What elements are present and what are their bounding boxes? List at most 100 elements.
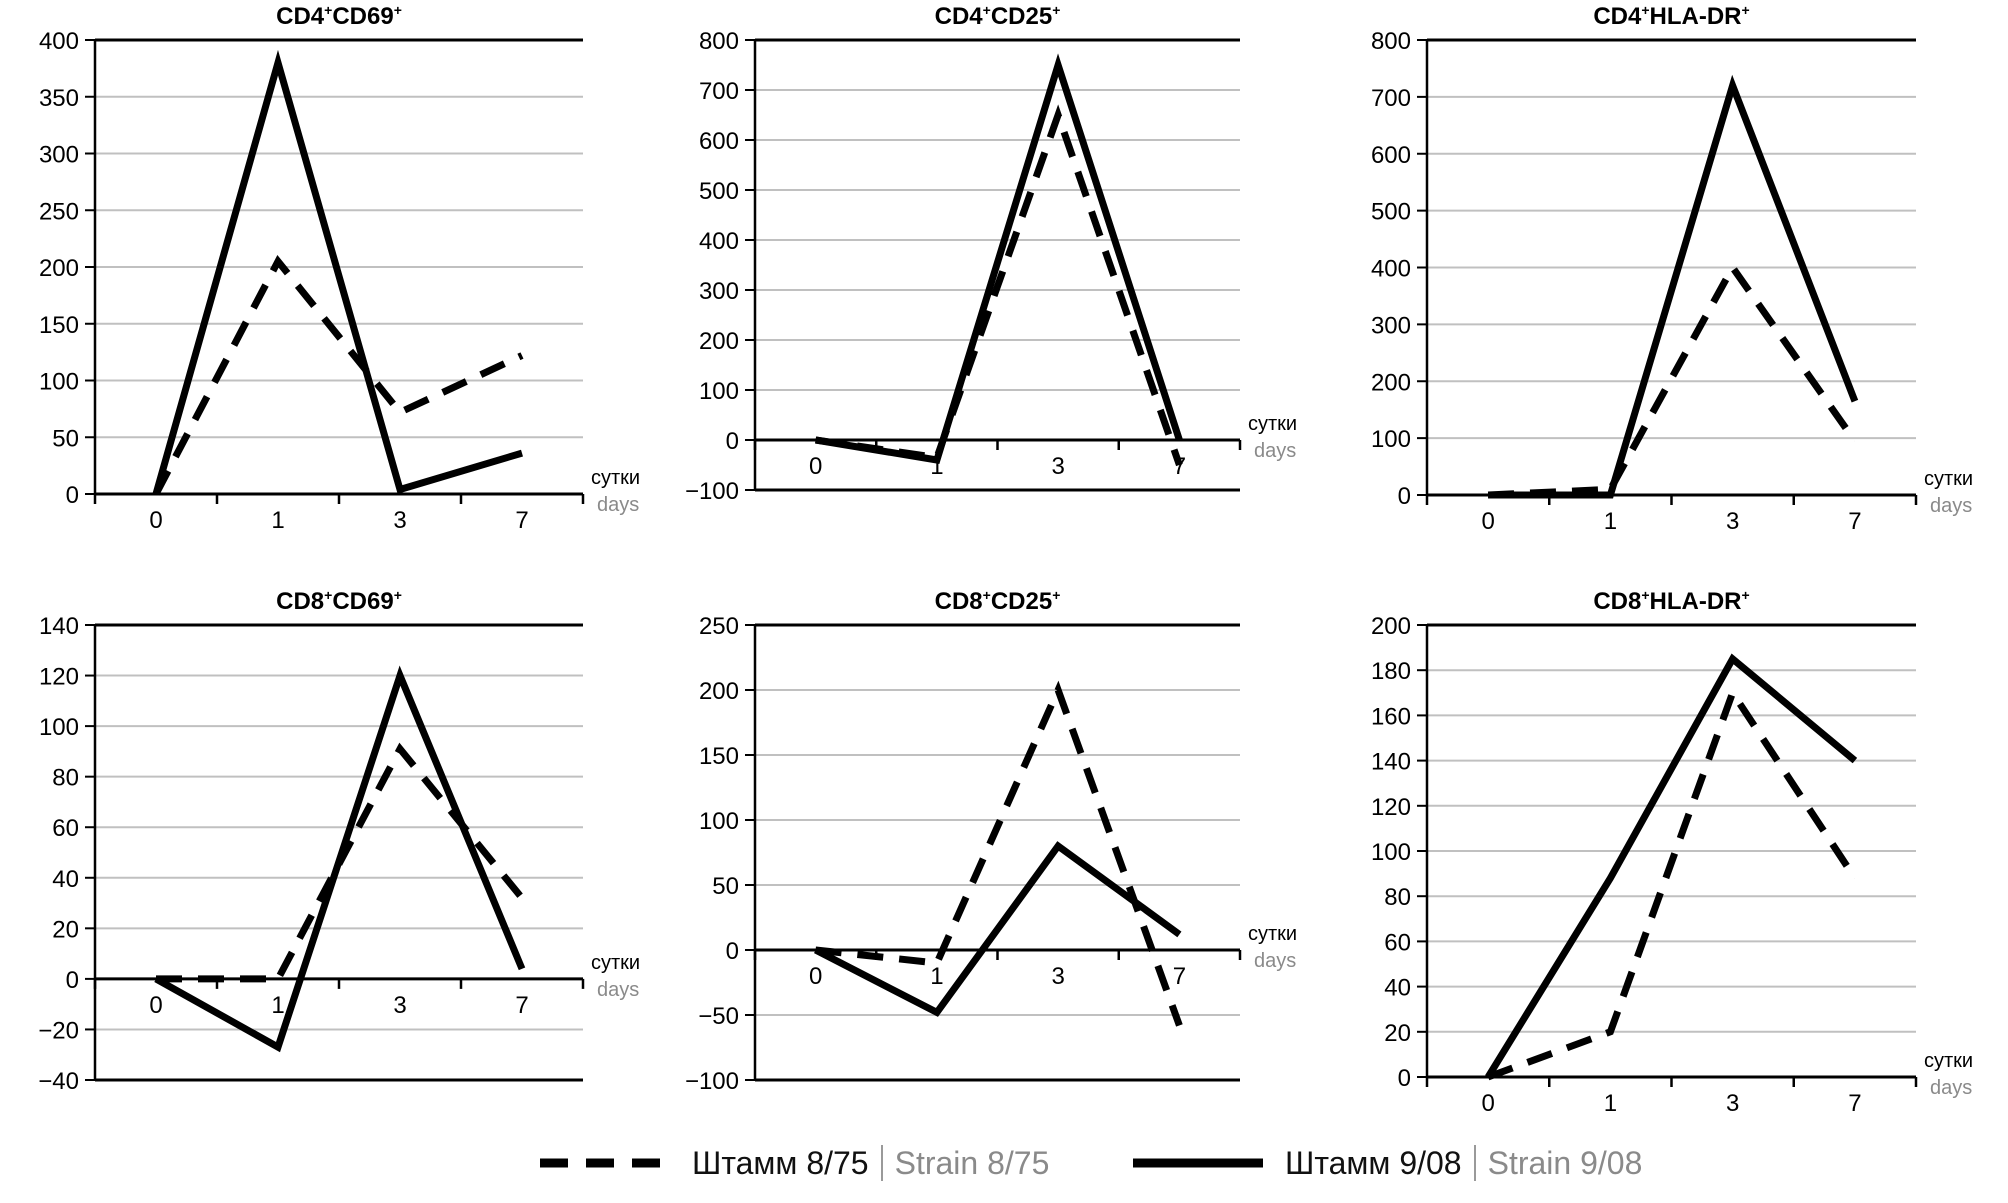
x-tick-label: 1 xyxy=(271,992,284,1019)
x-tick-label: 7 xyxy=(1848,1090,1861,1117)
y-tick-label: 100 xyxy=(699,378,739,405)
y-tick-label: −50 xyxy=(698,1003,739,1030)
y-tick-label: 400 xyxy=(39,28,79,55)
x-tick-label: 3 xyxy=(393,507,406,534)
y-tick-label: 500 xyxy=(699,178,739,205)
y-tick-label: 200 xyxy=(699,678,739,705)
y-tick-label: 800 xyxy=(1371,28,1411,55)
x-tick-label: 0 xyxy=(1481,508,1494,535)
x-tick-label: 3 xyxy=(1726,508,1739,535)
y-tick-label: −100 xyxy=(685,478,739,505)
y-tick-label: −40 xyxy=(38,1068,79,1095)
solid-line-swatch-icon xyxy=(1133,1158,1263,1168)
legend-label-ru: Штамм 8/75 xyxy=(692,1144,869,1181)
y-tick-label: 50 xyxy=(52,425,79,452)
y-tick-label: 300 xyxy=(699,278,739,305)
legend-label-ru: Штамм 9/08 xyxy=(1285,1144,1462,1181)
y-tick-label: 120 xyxy=(39,664,79,691)
chart-title: CD8+CD25+ xyxy=(935,587,1061,615)
title-superscript: + xyxy=(394,2,402,18)
x-tick-label: 3 xyxy=(1726,1090,1739,1117)
title-superscript: + xyxy=(1742,2,1750,18)
chart-title: CD8+CD69+ xyxy=(276,587,402,615)
y-tick-label: 200 xyxy=(39,255,79,282)
x-tick-label: 3 xyxy=(1051,963,1064,990)
y-tick-label: 100 xyxy=(699,808,739,835)
x-tick-label: 1 xyxy=(1604,1090,1617,1117)
x-tick-label: 7 xyxy=(515,507,528,534)
legend-item-strain-8-75: Штамм 8/75 Strain 8/75 xyxy=(540,1140,1049,1186)
y-tick-label: 400 xyxy=(699,228,739,255)
x-tick-label: 7 xyxy=(1848,508,1861,535)
series-line-dashed xyxy=(1486,685,1858,1081)
title-superscript: + xyxy=(1641,587,1649,603)
title-superscript: + xyxy=(324,587,332,603)
y-tick-label: 20 xyxy=(1384,1020,1411,1047)
legend-separator xyxy=(1473,1145,1476,1181)
y-tick-label: 60 xyxy=(52,815,79,842)
title-text: CD69 xyxy=(332,588,393,615)
y-tick-label: 250 xyxy=(39,198,79,225)
y-tick-label: 200 xyxy=(1371,369,1411,396)
y-tick-label: 300 xyxy=(1371,312,1411,339)
y-tick-label: 40 xyxy=(1384,975,1411,1002)
y-tick-label: 200 xyxy=(1371,613,1411,640)
y-tick-label: 160 xyxy=(1371,703,1411,730)
series-line-solid xyxy=(152,49,524,495)
legend-item-strain-9-08: Штамм 9/08 Strain 9/08 xyxy=(1133,1140,1642,1186)
y-tick-label: 80 xyxy=(52,765,79,792)
y-tick-label: 50 xyxy=(712,873,739,900)
x-axis-label-en: days xyxy=(1254,440,1296,462)
x-tick-label: 7 xyxy=(1173,963,1186,990)
x-tick-label: 1 xyxy=(271,507,284,534)
x-tick-label: 3 xyxy=(393,992,406,1019)
x-axis-label-en: days xyxy=(1930,495,1972,517)
title-text: CD8 xyxy=(276,588,324,615)
x-tick-label: 0 xyxy=(1481,1090,1494,1117)
x-axis-label-ru: сутки xyxy=(591,467,640,489)
title-text: CD8 xyxy=(1593,588,1641,615)
y-tick-label: 0 xyxy=(1398,483,1411,510)
chart-title: CD4+CD69+ xyxy=(276,2,402,30)
title-superscript: + xyxy=(324,2,332,18)
x-axis-label-en: days xyxy=(597,494,639,516)
y-tick-label: 180 xyxy=(1371,658,1411,685)
y-tick-label: −20 xyxy=(38,1017,79,1044)
legend-label-en: Strain 9/08 xyxy=(1487,1144,1643,1181)
legend-label-en: Strain 8/75 xyxy=(894,1144,1050,1181)
series-line-solid xyxy=(1485,653,1858,1079)
title-superscript: + xyxy=(983,2,991,18)
y-tick-label: 200 xyxy=(699,328,739,355)
title-superscript: + xyxy=(1641,2,1649,18)
legend-separator xyxy=(880,1145,883,1181)
y-tick-label: 100 xyxy=(1371,426,1411,453)
y-tick-label: 100 xyxy=(39,714,79,741)
x-tick-label: 0 xyxy=(149,507,162,534)
y-tick-label: 0 xyxy=(66,482,79,509)
x-axis-label-ru: сутки xyxy=(1924,468,1973,490)
chart-title: CD4+HLA-DR+ xyxy=(1593,2,1749,30)
legend: Штамм 8/75 Strain 8/75 Штамм 9/08 Strain… xyxy=(0,1140,2008,1190)
dashed-line-swatch-icon xyxy=(540,1158,670,1168)
x-tick-label: 1 xyxy=(1604,508,1617,535)
title-superscript: + xyxy=(394,587,402,603)
title-text: CD8 xyxy=(935,588,983,615)
x-tick-label: 0 xyxy=(809,453,822,480)
y-tick-label: 0 xyxy=(66,967,79,994)
series-line-solid xyxy=(813,841,1182,1017)
title-superscript: + xyxy=(983,587,991,603)
series-line-dashed xyxy=(815,680,1183,1027)
x-axis-label-ru: сутки xyxy=(1924,1050,1973,1072)
title-superscript: + xyxy=(1052,2,1060,18)
y-tick-label: 0 xyxy=(1398,1065,1411,1092)
y-tick-label: 600 xyxy=(699,128,739,155)
x-axis-label-en: days xyxy=(597,979,639,1001)
x-axis-label-ru: сутки xyxy=(591,952,640,974)
